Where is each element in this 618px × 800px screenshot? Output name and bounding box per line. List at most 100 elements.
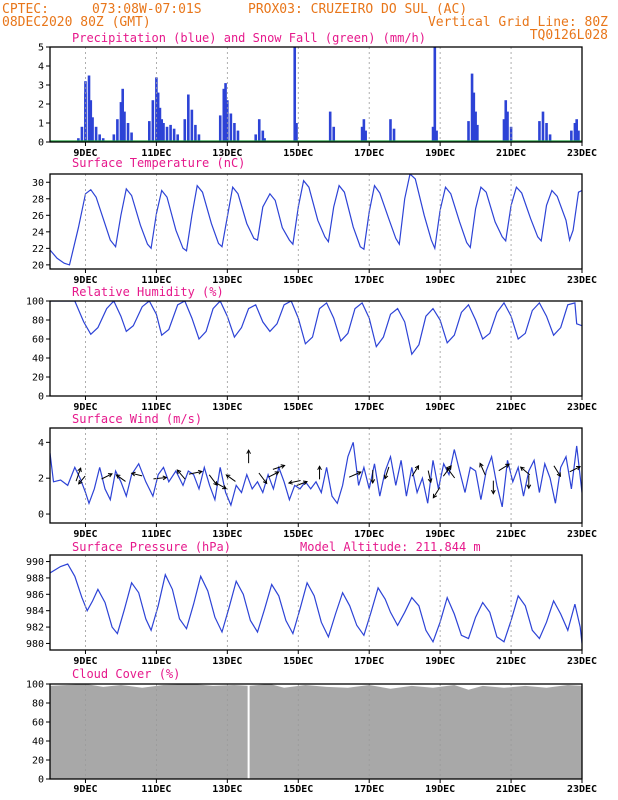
ytick-label-rh-1: 20 [32,373,44,384]
precip-bar-47 [332,126,336,142]
xtick-label-pres-6: 21DEC [496,656,526,667]
precip-bar-61 [502,119,506,142]
wind-arrow-23 [432,487,441,499]
precip-bar-50 [364,130,367,142]
precip-bar-69 [570,130,573,142]
header-grid-note: Vertical Grid Line: 80Z [428,15,608,30]
wind-arrow-12 [258,472,268,485]
wind-arrow-3 [115,474,126,482]
precip-bar-10 [112,134,116,142]
ytick-label-cloud-0: 0 [38,775,44,786]
precip-bar-52 [392,128,396,142]
precip-bar-51 [389,119,392,142]
xtick-label-wind-4: 17DEC [354,529,384,540]
panel-rh: Relative Humidity (%) 0 20 40 60 80 100 9DEC 11D… [26,285,597,413]
xtick-label-precip-2: 13DEC [212,148,242,159]
panel-temp: Surface Temperature (nC) 20 22 24 26 28 30 9DEC… [32,156,597,286]
xtick-label-temp-7: 23DEC [567,275,597,286]
temp-line [50,174,582,266]
xtick-label-rh-6: 21DEC [496,402,526,413]
precip-bar-23 [162,123,165,142]
ytick-label-pres-0: 980 [26,639,44,650]
precip-bar-33 [218,115,222,142]
precip-bar-17 [148,121,151,142]
precip-bar-54 [433,47,437,142]
precip-bar-48 [360,126,364,142]
panel-pres: Surface Pressure (hPa) Model Altitude: 21… [26,540,597,667]
ytick-label-temp-2: 24 [32,227,44,238]
xtick-label-rh-5: 19DEC [425,402,455,413]
xtick-label-cloud-5: 19DEC [425,784,455,795]
xtick-label-pres-5: 19DEC [425,656,455,667]
wind-arrow-10 [225,474,236,482]
precip-bar-40 [254,134,258,142]
panel-annotation-pres: Model Altitude: 211.844 m [300,540,481,554]
precip-bar-27 [176,134,179,142]
xtick-label-rh-4: 17DEC [354,402,384,413]
panel-cloud: Cloud Cover (%) 0 20 40 60 80 100 9DEC 11DEC 13DE… [26,667,597,795]
precip-bar-43 [263,138,266,142]
ytick-label-rh-5: 100 [26,297,44,308]
precip-bar-72 [577,130,580,142]
frame-pres [49,554,583,651]
wind-arrow-29 [519,466,531,476]
precip-bar-6 [91,117,94,142]
precip-bar-25 [169,124,172,142]
precip-bar-22 [160,119,164,142]
wind-arrow-19 [370,469,376,484]
panel-title-cloud: Cloud Cover (%) [72,667,180,681]
ytick-label-rh-4: 80 [32,316,44,327]
plot-area-wind [50,442,582,508]
xtick-label-rh-0: 9DEC [73,402,97,413]
xtick-label-cloud-7: 23DEC [567,784,597,795]
precip-bar-38 [233,123,236,142]
xtick-label-pres-3: 15DEC [283,656,313,667]
precip-bar-14 [123,111,126,142]
precip-bar-5 [89,100,93,142]
xtick-label-wind-3: 15DEC [283,529,313,540]
xtick-label-temp-0: 9DEC [73,275,97,286]
precip-bar-12 [119,102,123,142]
ytick-label-rh-3: 60 [32,335,44,346]
ytick-label-pres-2: 984 [26,606,44,617]
precip-bar-45 [295,123,298,142]
ytick-label-pres-5: 990 [26,557,44,568]
wind-arrow-27 [490,480,496,495]
xtick-label-pres-2: 13DEC [212,656,242,667]
xtick-label-temp-3: 15DEC [283,275,313,286]
precip-bar-30 [190,109,194,142]
precip-bar-18 [151,100,155,142]
frame-wind [49,427,583,524]
xtick-label-wind-5: 19DEC [425,529,455,540]
precip-bar-55 [435,130,438,142]
xtick-label-precip-7: 23DEC [567,148,597,159]
precip-bar-35 [224,83,227,142]
ytick-label-wind-2: 4 [38,438,44,449]
wind-arrow-6 [176,469,186,480]
header-model: TQ0126L028 [530,28,608,43]
xtick-label-rh-2: 13DEC [212,402,242,413]
precip-bar-3 [84,81,87,142]
xtick-label-cloud-6: 21DEC [496,784,526,795]
xtick-label-pres-1: 11DEC [141,656,171,667]
ytick-label-wind-0: 0 [38,510,44,521]
precip-bar-36 [226,100,229,142]
xtick-label-temp-6: 21DEC [496,275,526,286]
wind-arrow-30 [526,475,532,490]
precip-bar-62 [504,100,508,142]
xtick-label-cloud-1: 11DEC [141,784,171,795]
header-run-time: 08DEC2020 80Z (GMT) [2,15,151,30]
frame-precip [49,46,583,143]
xtick-label-precip-6: 21DEC [496,148,526,159]
panel-wind: Surface Wind (m/s) 0 2 4 9DEC 11DEC 13DEC 15DEC… [38,412,597,540]
precip-bar-32 [197,134,201,142]
precip-bar-37 [229,113,233,142]
ytick-label-cloud-4: 80 [32,699,44,710]
precip-bar-60 [476,124,479,142]
precip-bar-59 [474,111,477,142]
ytick-label-precip-2: 2 [38,100,44,111]
wind-arrow-21 [411,464,420,477]
ytick-label-cloud-1: 20 [32,756,44,767]
precip-bar-39 [236,130,240,142]
